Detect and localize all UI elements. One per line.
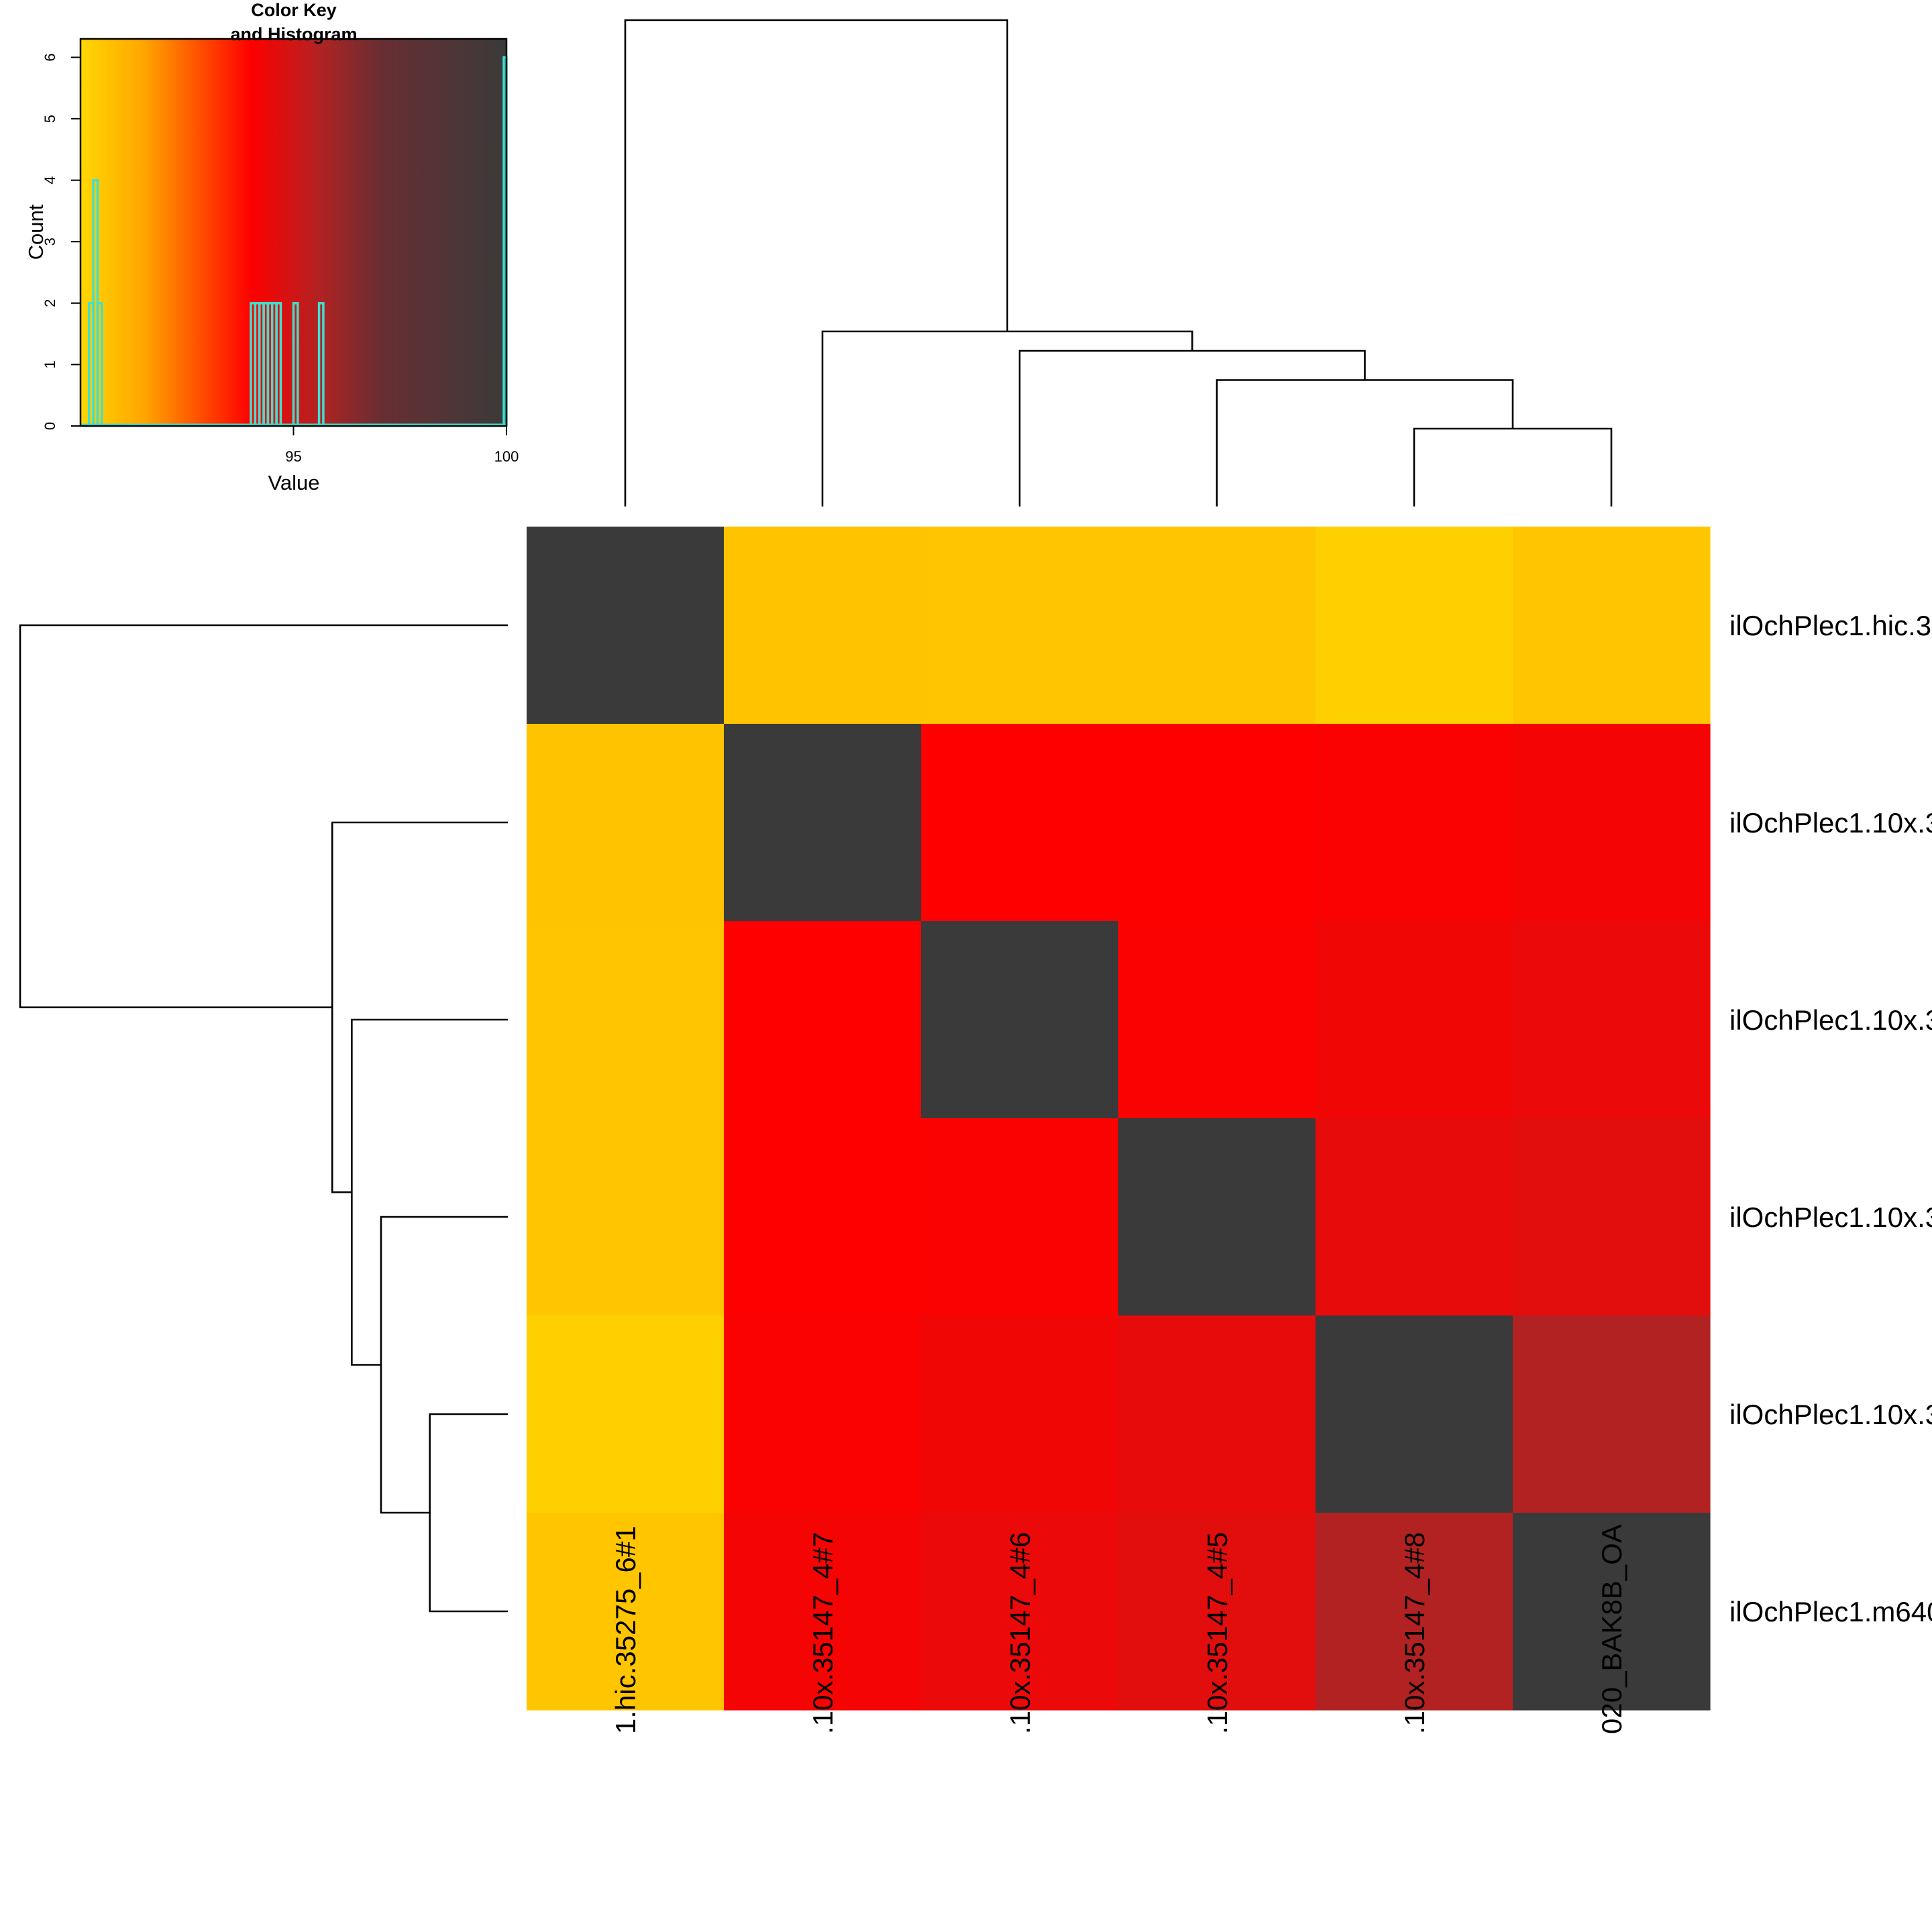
dendrogram-branch	[1216, 379, 1514, 506]
heatmap-cell	[921, 921, 1119, 1119]
heatmap-cell	[1118, 724, 1316, 922]
row-label: ilOchPlec1.10x.3	[1729, 1201, 1932, 1233]
histogram-bar	[292, 302, 299, 426]
heatmap-cell	[527, 527, 724, 724]
dendrogram-branch	[1018, 350, 1366, 506]
heatmap-cell	[1118, 1513, 1316, 1711]
heatmap-cell	[1513, 724, 1711, 922]
heatmap-cell	[1316, 1316, 1513, 1513]
y-axis-label: Count	[24, 204, 48, 260]
row-labels: ilOchPlec1.hic.3 ilOchPlec1.10x.3 ilOchPle…	[1729, 610, 1932, 1627]
row-label: ilOchPlec1.10x.3	[1729, 807, 1932, 839]
heatmap-cell	[724, 921, 922, 1119]
histogram	[80, 56, 508, 426]
heatmap-cell	[527, 1513, 724, 1711]
y-tick-label: 1	[42, 360, 58, 368]
heatmap-cell	[724, 527, 922, 724]
column-label: 1.hic.35275_6#1	[610, 1525, 641, 1734]
y-tick-label: 4	[42, 176, 58, 184]
heatmap-cell	[724, 1118, 922, 1316]
heatmap-cell	[724, 1513, 922, 1711]
heatmap-cell	[724, 724, 922, 922]
heatmap-cell	[1316, 724, 1513, 922]
heatmap-cell	[1316, 527, 1513, 724]
dendrogram-branch	[821, 330, 1193, 506]
heatmap-cell	[1118, 1316, 1316, 1513]
column-labels: 1.hic.35275_6#1 .10x.35147_4#7 .10x.35147_…	[610, 1524, 1627, 1734]
histogram-bar	[96, 302, 103, 426]
heatmap-cell	[921, 1513, 1119, 1711]
x-tick-label: 95	[285, 448, 301, 465]
dendrogram-branch	[19, 624, 508, 1008]
x-axis-label: Value	[268, 471, 320, 494]
dendrogram-branch	[429, 1413, 508, 1613]
dendrogram-branch	[380, 1216, 508, 1514]
row-label: ilOchPlec1.10x.3	[1729, 1004, 1932, 1036]
heatmap-cell	[1513, 1118, 1711, 1316]
dendrogram-branch	[331, 821, 508, 1193]
heatmap-cell	[921, 527, 1119, 724]
y-tick-label: 6	[42, 53, 58, 61]
heatmap-cell	[1316, 1118, 1513, 1316]
dendrogram-branch	[1413, 427, 1613, 506]
x-tick-label: 100	[494, 448, 519, 465]
heatmap-cell	[1513, 527, 1711, 724]
heatmap-cell	[527, 724, 724, 922]
histogram-bar	[275, 302, 282, 426]
heatmap-cell	[1513, 1513, 1711, 1711]
row-dendrogram	[19, 624, 508, 1613]
heatmap-cell	[527, 1316, 724, 1513]
row-label: ilOchPlec1.m640	[1729, 1596, 1932, 1627]
heatmap-cell	[1316, 1513, 1513, 1711]
heatmap-cell	[527, 921, 724, 1119]
y-tick-label: 3	[42, 237, 58, 246]
heatmap-cell	[921, 1316, 1119, 1513]
heatmap-cell	[1513, 1316, 1711, 1513]
heatmap-cell	[921, 724, 1119, 922]
heatmap-cell	[1118, 921, 1316, 1119]
heatmap-cell	[1513, 921, 1711, 1119]
y-tick-label: 2	[42, 299, 58, 307]
color-key-panel: Color Key and Histogram 95 100 Value 0 1 2 3 4 5 6 C…	[24, 0, 519, 494]
column-label: .10x.35147_4#5	[1201, 1532, 1233, 1734]
heatmap-cell	[527, 1118, 724, 1316]
column-label: .10x.35147_4#8	[1399, 1532, 1430, 1734]
heatmap-cell	[921, 1118, 1119, 1316]
row-label: ilOchPlec1.10x.3	[1729, 1399, 1932, 1430]
y-tick-label: 0	[42, 422, 58, 430]
dendrogram-branch	[624, 19, 1008, 506]
row-label: ilOchPlec1.hic.3	[1729, 610, 1931, 641]
color-key-subtitle: and Histogram	[230, 24, 357, 44]
histogram-bar	[317, 302, 325, 426]
column-dendrogram	[624, 19, 1613, 506]
heatmap-cell	[724, 1316, 922, 1513]
column-label: 020_BAK8B_OA	[1596, 1524, 1627, 1734]
dendrogram-branch	[351, 1018, 508, 1366]
y-tick-label: 5	[42, 115, 58, 123]
heatmap-cell	[1316, 921, 1513, 1119]
heatmap-cell	[1118, 527, 1316, 724]
heatmap-cell	[1118, 1118, 1316, 1316]
column-label: .10x.35147_4#7	[807, 1532, 839, 1734]
column-label: .10x.35147_4#6	[1004, 1532, 1036, 1734]
color-key-title: Color Key	[251, 0, 337, 20]
heatmap-grid	[527, 527, 1711, 1711]
